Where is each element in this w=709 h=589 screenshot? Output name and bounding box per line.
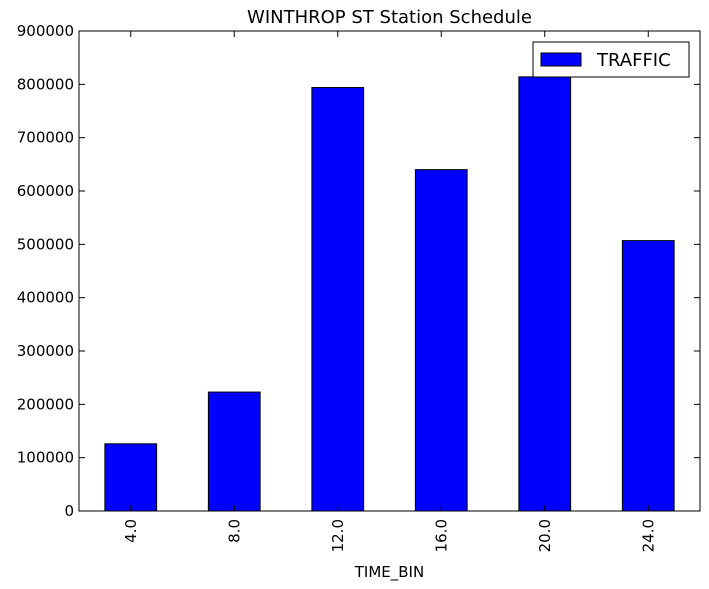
x-axis: 4.0 8.0 12.0 16.0 20.0 24.0 [122,31,657,552]
x-tick-label: 20.0 [536,519,554,552]
y-tick-label: 100000 [17,449,74,467]
bar-4.0 [104,443,158,512]
bars-group [104,76,675,512]
bar-20.0 [518,76,572,512]
bar-8.0 [207,391,261,512]
y-tick-label: 0 [64,502,74,520]
x-axis-label: TIME_BIN [354,563,424,582]
bar-16.0 [414,169,468,512]
bar-12.0 [311,87,365,512]
y-tick-label: 700000 [17,129,74,147]
y-tick-label: 600000 [17,182,74,200]
legend-swatch-traffic [540,52,582,67]
x-tick-label: 16.0 [432,519,450,552]
y-tick-label: 400000 [17,289,74,307]
y-tick-label: 200000 [17,395,74,413]
plot-frame [78,30,701,512]
legend: TRAFFIC [532,41,690,78]
bar-24.0 [621,240,675,512]
x-tick-label: 8.0 [225,519,243,543]
chart-title: WINTHROP ST Station Schedule [247,7,532,28]
y-tick-label: 900000 [17,22,74,40]
y-tick-label: 500000 [17,235,74,253]
y-axis: 0 100000 200000 300000 400000 500000 600000 700… [17,22,700,520]
y-tick-label: 300000 [17,342,74,360]
y-tick-label: 800000 [17,75,74,93]
legend-label-traffic: TRAFFIC [596,50,671,71]
x-tick-label: 24.0 [639,519,657,552]
x-tick-label: 12.0 [329,519,347,552]
x-tick-label: 4.0 [122,519,140,543]
